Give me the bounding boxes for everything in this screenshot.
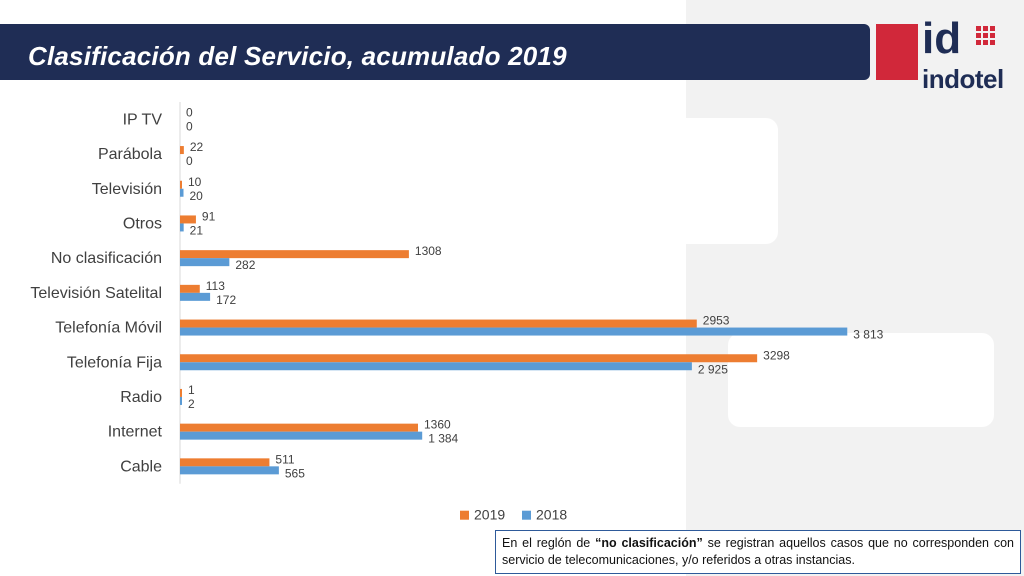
bar-2019 <box>180 284 200 293</box>
bar-2018 <box>180 188 184 197</box>
category-label: Cable <box>120 458 162 475</box>
category-label: Telefonía Fija <box>67 354 162 371</box>
data-label-2018: 3 813 <box>853 328 883 342</box>
footnote-suffix: se registran aquellos casos que no corre… <box>502 536 1015 567</box>
category-label: Internet <box>108 424 163 441</box>
legend-swatch-2018 <box>522 510 531 520</box>
data-label-2019: 0 <box>186 105 193 119</box>
data-label-2019: 22 <box>190 140 204 154</box>
bar-2018 <box>180 362 692 371</box>
data-label-2019: 10 <box>188 175 202 189</box>
bar-2018 <box>180 292 211 301</box>
bar-2019 <box>180 458 270 467</box>
data-label-2019: 511 <box>275 452 294 466</box>
page-title: Clasificación del Servicio, acumulado 20… <box>28 41 567 71</box>
category-label: Televisión <box>92 181 162 198</box>
category-label: Parábola <box>98 146 162 163</box>
logo-dot-grid-icon <box>976 26 1002 52</box>
category-label: Telefonía Móvil <box>55 320 162 337</box>
bar-2019 <box>180 423 418 432</box>
bar-2018 <box>180 327 848 336</box>
category-label: Otros <box>123 215 162 232</box>
logo-red-block <box>876 24 918 80</box>
data-label-2019: 1308 <box>415 244 442 258</box>
footnote-box: En el reglón de “no clasificación” se re… <box>495 530 1021 574</box>
footnote-prefix: En el reglón de <box>502 536 596 550</box>
indotel-logo: id indotel <box>872 14 1022 94</box>
data-label-2018: 1 384 <box>428 432 458 446</box>
legend-swatch-2019 <box>460 510 469 520</box>
bar-2019 <box>180 146 184 155</box>
bar-2018 <box>180 223 184 232</box>
data-label-2019: 1 <box>188 383 195 397</box>
data-label-2019: 2953 <box>703 314 730 328</box>
logo-brand-text: indotel <box>922 64 1004 94</box>
bar-2018 <box>180 431 423 440</box>
footnote-highlight: “no clasificación” <box>595 536 703 550</box>
data-label-2019: 3298 <box>763 348 790 362</box>
category-label: Televisión Satelital <box>30 285 162 302</box>
category-label: IP TV <box>123 111 163 128</box>
bar-2019 <box>180 215 196 224</box>
category-label: No clasificación <box>51 250 162 267</box>
bar-2018 <box>180 466 279 475</box>
legend-label-2019: 2019 <box>474 507 505 523</box>
background-card <box>728 333 994 427</box>
bar-2019 <box>180 354 758 363</box>
data-label-2018: 2 <box>188 397 195 411</box>
data-label-2018: 0 <box>186 119 193 133</box>
data-label-2018: 565 <box>285 466 305 480</box>
bar-2019 <box>180 319 697 328</box>
legend-label-2018: 2018 <box>536 507 567 523</box>
bar-2018 <box>180 396 182 405</box>
header-bar: Clasificación del Servicio, acumulado 20… <box>0 24 870 80</box>
data-label-2018: 0 <box>186 154 193 168</box>
bar-2019 <box>180 388 182 397</box>
data-label-2018: 2 925 <box>698 362 728 376</box>
data-label-2019: 91 <box>202 209 216 223</box>
data-label-2018: 20 <box>190 189 204 203</box>
data-label-2019: 1360 <box>424 418 451 432</box>
bar-2019 <box>180 180 182 189</box>
data-label-2019: 113 <box>206 279 225 293</box>
background-panel <box>686 0 1024 576</box>
data-label-2018: 21 <box>190 223 204 237</box>
category-label: Radio <box>120 389 162 406</box>
bar-2018 <box>180 258 230 267</box>
background-card <box>640 118 778 244</box>
data-label-2018: 172 <box>216 293 236 307</box>
bar-2019 <box>180 250 409 259</box>
logo-id-text: id <box>922 14 962 63</box>
data-label-2018: 282 <box>235 258 255 272</box>
